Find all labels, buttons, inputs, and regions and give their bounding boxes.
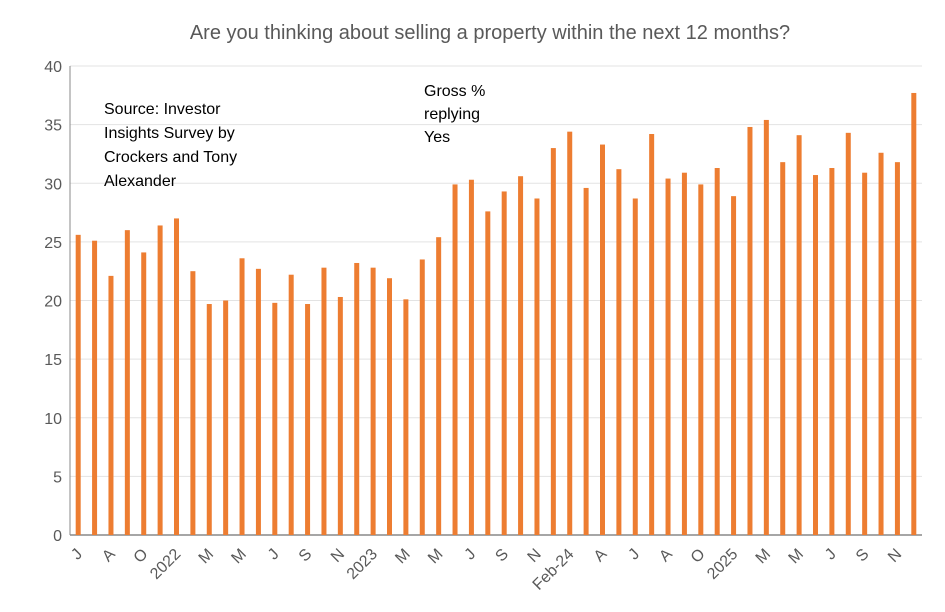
bar [829,168,835,535]
bar [75,234,81,535]
y-tick-label: 20 [44,294,62,311]
y-tick-label: 40 [44,59,62,76]
x-tick-label: A [99,546,119,566]
x-tick-label: 2023 [344,546,381,583]
x-tick-label: M [228,546,249,567]
x-tick-label: A [656,546,676,566]
y-tick-label: 5 [53,469,62,486]
x-tick-label: A [591,546,611,566]
bar [239,258,245,535]
source-annotation: Source: Investor Insights Survey by Croc… [104,101,242,190]
y-tick-label: 35 [44,118,62,135]
bar [911,92,917,535]
x-tick-label: J [462,546,480,564]
bar [387,278,392,535]
series-annotation: Gross % replying Yes [424,83,490,146]
bar [190,271,196,535]
bar [108,275,114,535]
bar [747,126,753,535]
bar [321,267,327,535]
bar [632,198,638,535]
x-tick-label: 2022 [147,546,184,583]
bar [550,148,556,535]
bar [141,252,147,536]
x-tick-label: N [328,546,348,566]
bar [337,296,343,535]
y-tick-label: 0 [53,528,62,545]
bar [862,172,868,535]
x-tick-label: M [196,546,217,567]
x-tick-label: 2025 [704,546,741,583]
bar [600,144,605,535]
bar [878,152,884,535]
x-tick-label: M [425,546,446,567]
bar [731,196,737,535]
bar [419,259,425,535]
x-tick-label: O [688,546,709,567]
x-tick-label: S [853,546,873,566]
bar [681,172,687,535]
bar [649,134,655,535]
x-tick-label: J [822,546,840,564]
bar [894,162,900,535]
bar [501,191,507,535]
bar [845,132,851,535]
x-tick-label: N [885,546,905,566]
bar [403,299,409,535]
x-tick-label: N [525,546,545,566]
bar [305,304,311,535]
bar [223,300,229,535]
x-tick-label: J [625,546,643,564]
bar [124,230,130,535]
bar [796,135,802,536]
bar [534,198,540,535]
bar [583,187,589,535]
bar [813,175,818,536]
bar [370,267,376,535]
bar [92,240,98,535]
bar [452,184,458,536]
gridlines [69,65,922,536]
bar [763,119,769,535]
y-tick-label: 10 [44,411,62,428]
bar [255,268,261,535]
x-tick-label: M [785,546,806,567]
bar [354,262,360,535]
x-tick-label: O [131,546,152,567]
x-tick-label: S [296,546,316,566]
bar [436,237,442,535]
bar [665,178,671,535]
x-tick-label: M [753,546,774,567]
y-tick-label: 15 [44,352,62,369]
chart-title: Are you thinking about selling a propert… [190,22,790,44]
bar [714,168,720,535]
bar [272,302,278,535]
bar [485,211,491,535]
x-tick-label: J [265,546,283,564]
y-tick-label: 30 [44,176,62,193]
bar [468,179,474,536]
y-tick-label: 25 [44,235,62,252]
bars [75,92,917,536]
x-tick-label: M [392,546,413,567]
bar [288,274,294,535]
bar [518,176,524,535]
bar [174,218,179,536]
y-axis-ticks: 0 5 10 15 20 25 30 35 40 [44,59,62,545]
bar [567,131,573,535]
bar [206,304,212,535]
x-tick-label: J [68,546,86,564]
bar [616,169,622,535]
bar [698,184,704,536]
bar [157,225,163,535]
bar [780,162,786,535]
x-tick-label: S [492,546,512,566]
